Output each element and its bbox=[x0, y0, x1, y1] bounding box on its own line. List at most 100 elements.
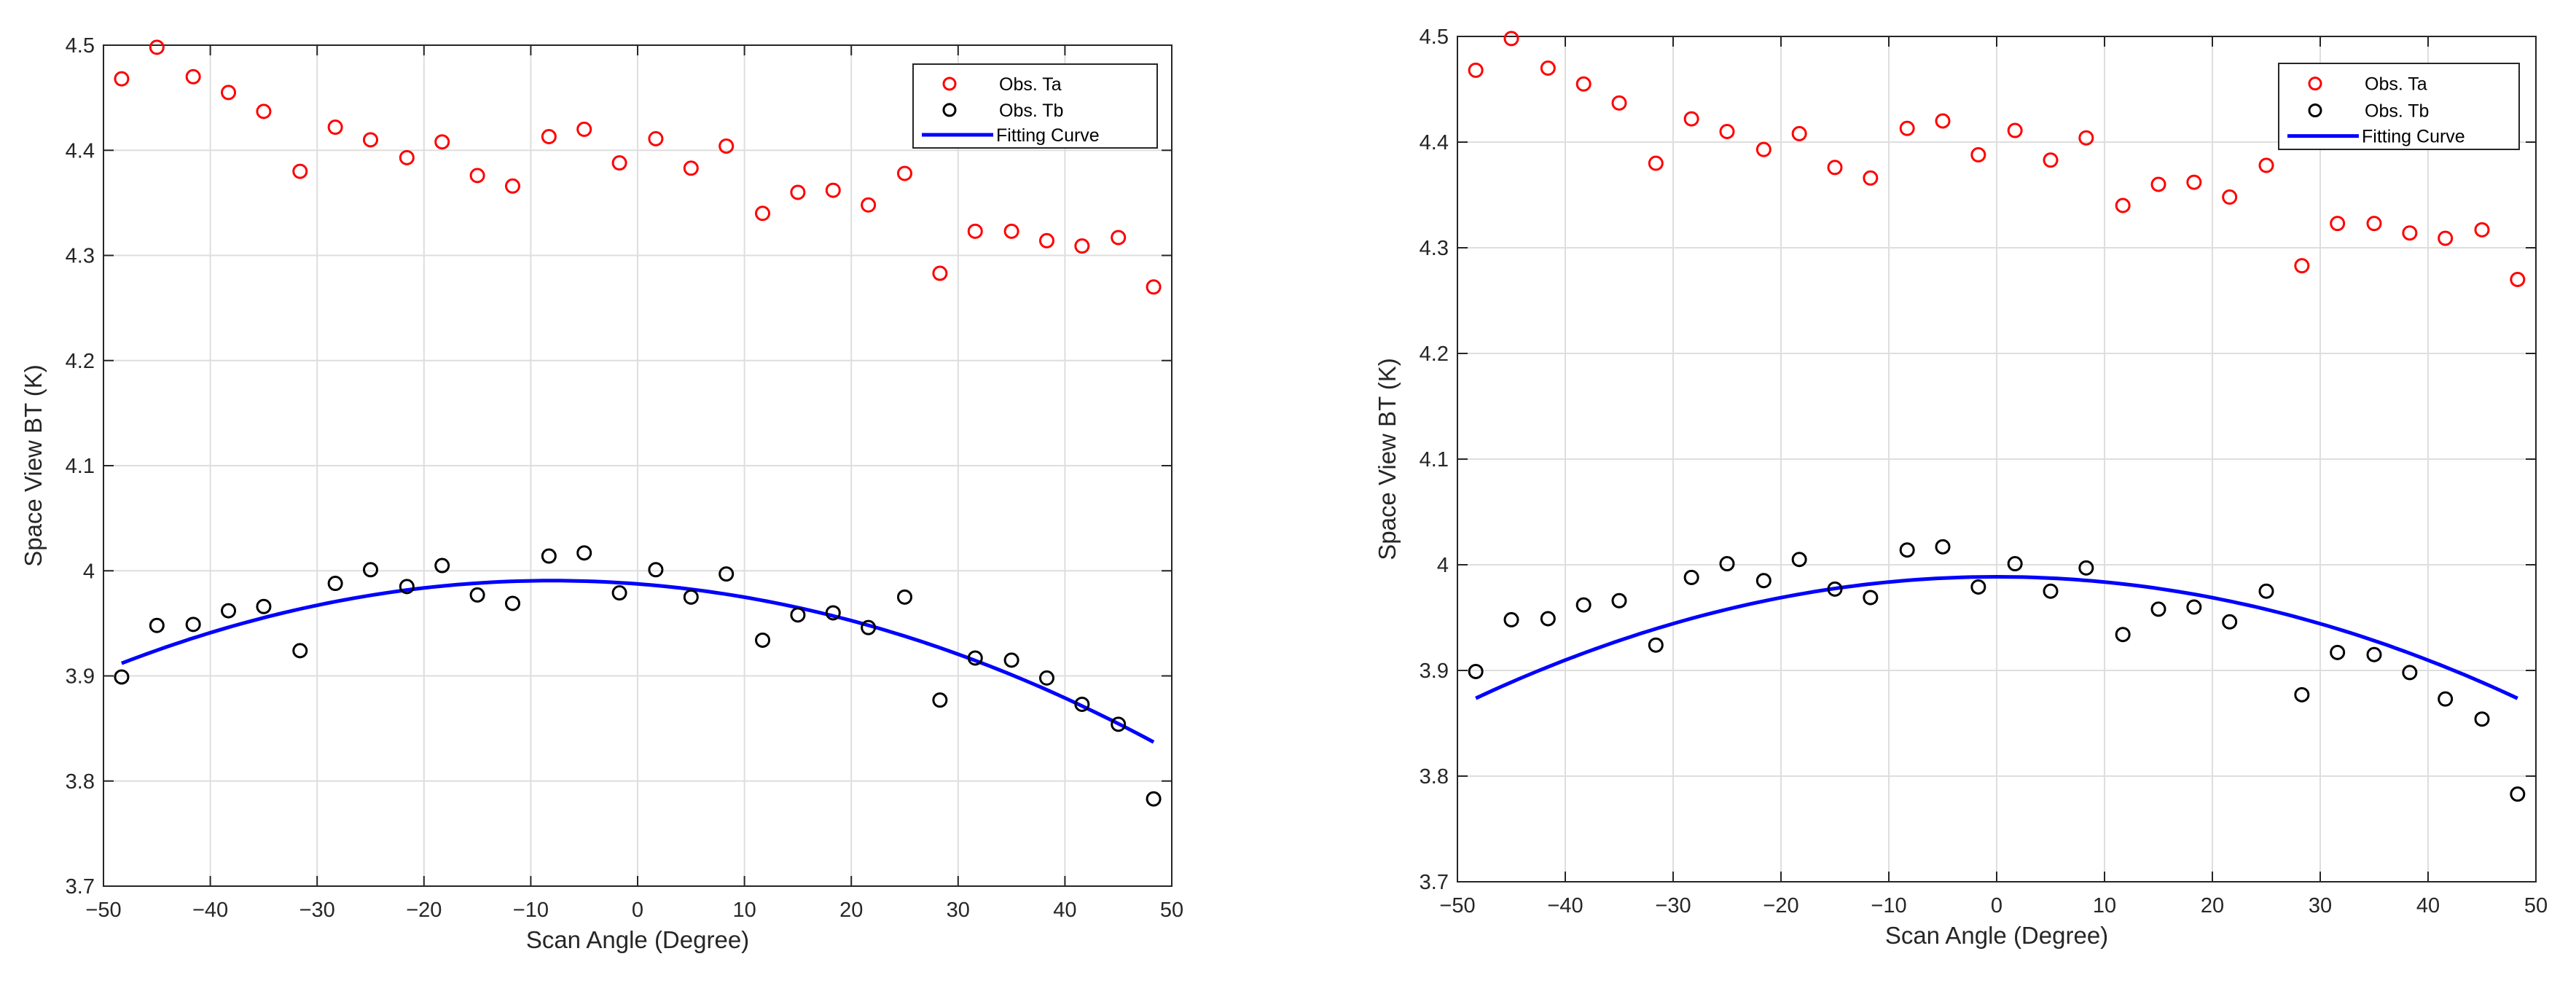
fitting-curve-line bbox=[1475, 574, 2518, 700]
left-scatter-chart: −50 −40 −30 −20 −10 0 10 20 30 40 50 3.7 3.8 3.9 4 4.1 4… bbox=[20, 34, 1183, 953]
ta-point bbox=[434, 134, 450, 150]
legend-ta-marker bbox=[2308, 77, 2322, 91]
ta-point bbox=[932, 265, 948, 281]
tb-point bbox=[1111, 716, 1127, 732]
tb-point bbox=[932, 692, 948, 708]
x-axis-label: Scan Angle (Degree) bbox=[526, 926, 749, 953]
tb-point bbox=[1540, 611, 1556, 627]
tb-point bbox=[221, 603, 237, 619]
tb-point bbox=[611, 585, 627, 601]
ta-point bbox=[790, 184, 806, 200]
x-tick-label: 40 bbox=[1053, 899, 1076, 922]
tb-point bbox=[1038, 670, 1054, 686]
tb-point bbox=[541, 548, 557, 564]
ta-point bbox=[2258, 157, 2274, 173]
legend-fit-label: Fitting Curve bbox=[996, 125, 1100, 146]
x-tick-label: 10 bbox=[732, 899, 756, 922]
tb-point bbox=[1935, 539, 1951, 555]
tb-point bbox=[1074, 696, 1090, 712]
y-tick-label: 4.1 bbox=[66, 455, 95, 478]
ta-point bbox=[1683, 111, 1699, 127]
tb-point bbox=[2366, 646, 2382, 662]
legend-tb-label: Obs. Tb bbox=[2365, 101, 2429, 122]
tb-point bbox=[469, 587, 485, 603]
ta-point bbox=[327, 120, 343, 136]
right-scatter-chart: −50 −40 −30 −20 −10 0 10 20 30 40 50 3.7 3.8 3.9 4 4.1 4… bbox=[1374, 26, 2548, 949]
tb-point bbox=[1755, 573, 1772, 589]
tb-point bbox=[1683, 569, 1699, 585]
axes-box bbox=[103, 44, 1172, 887]
ta-point bbox=[967, 223, 983, 239]
ta-point bbox=[2510, 272, 2526, 287]
tb-point bbox=[2222, 614, 2238, 630]
right-chart-panel: −50 −40 −30 −20 −10 0 10 20 30 40 50 3.7 3.8 3.9 4 4.1 4… bbox=[1370, 0, 2576, 994]
tb-point bbox=[967, 650, 983, 666]
ta-point bbox=[1827, 160, 1843, 176]
legend-tb-marker bbox=[2308, 103, 2322, 118]
tb-point bbox=[1791, 552, 1807, 568]
ta-point bbox=[1003, 223, 1019, 239]
ta-point bbox=[2078, 130, 2094, 146]
ta-point bbox=[1074, 238, 1090, 254]
ta-point bbox=[114, 71, 130, 87]
x-tick-label: −40 bbox=[192, 899, 228, 922]
tb-point bbox=[2330, 644, 2346, 660]
ta-point bbox=[2150, 176, 2166, 192]
ta-point bbox=[2402, 225, 2418, 241]
legend-tb-label: Obs. Tb bbox=[999, 101, 1063, 121]
y-tick-label: 4.3 bbox=[66, 245, 95, 268]
ta-point bbox=[2222, 189, 2238, 205]
y-tick-label: 3.9 bbox=[66, 665, 95, 689]
tb-point bbox=[114, 669, 130, 685]
ta-point bbox=[2474, 222, 2490, 238]
tb-point bbox=[327, 576, 343, 592]
tb-point bbox=[2115, 627, 2131, 643]
x-tick-label: 0 bbox=[632, 899, 643, 922]
tb-point bbox=[2474, 711, 2490, 727]
x-tick-label: 30 bbox=[2309, 894, 2332, 917]
tb-point bbox=[1719, 556, 1735, 572]
ta-point bbox=[2007, 122, 2023, 138]
ta-point bbox=[1648, 155, 1664, 171]
tb-point bbox=[1611, 592, 1627, 608]
tb-point bbox=[861, 619, 877, 635]
x-tick-label: −20 bbox=[1763, 894, 1798, 917]
x-tick-label: 40 bbox=[2416, 894, 2440, 917]
tb-point bbox=[683, 589, 699, 605]
ta-point bbox=[1970, 146, 1986, 163]
tb-point bbox=[2150, 601, 2166, 617]
y-tick-label: 3.7 bbox=[1420, 871, 1449, 894]
tb-point bbox=[1827, 581, 1843, 597]
ta-point bbox=[2043, 152, 2059, 168]
legend-ta-marker bbox=[942, 77, 957, 91]
ta-point bbox=[2366, 216, 2382, 232]
ta-point bbox=[2115, 197, 2131, 214]
y-tick-label: 4 bbox=[1437, 554, 1449, 577]
legend-ta-label: Obs. Ta bbox=[2365, 74, 2427, 95]
y-tick-label: 4.4 bbox=[66, 139, 95, 163]
tb-point bbox=[1003, 652, 1019, 668]
tb-point bbox=[1970, 579, 1986, 595]
ta-point bbox=[1935, 113, 1951, 129]
ta-point bbox=[1719, 124, 1735, 139]
tb-point bbox=[755, 632, 771, 648]
x-tick-label: −50 bbox=[85, 899, 121, 922]
tb-point bbox=[292, 643, 308, 659]
ta-point bbox=[2330, 216, 2346, 232]
ta-point bbox=[861, 197, 877, 213]
x-tick-label: 30 bbox=[947, 899, 970, 922]
tb-point bbox=[2078, 560, 2094, 576]
y-tick-label: 4.1 bbox=[1420, 448, 1449, 471]
y-tick-label: 3.8 bbox=[1420, 765, 1449, 788]
tb-point bbox=[825, 605, 841, 621]
ta-point bbox=[399, 149, 415, 165]
tb-point bbox=[1575, 597, 1592, 613]
ta-point bbox=[1575, 76, 1592, 92]
ta-point bbox=[1863, 170, 1879, 186]
ta-point bbox=[755, 206, 771, 222]
ta-point bbox=[1111, 230, 1127, 246]
fitting-curve-line bbox=[121, 579, 1155, 744]
ta-point bbox=[292, 163, 308, 179]
tb-point bbox=[2294, 686, 2310, 703]
ta-point bbox=[221, 85, 237, 101]
